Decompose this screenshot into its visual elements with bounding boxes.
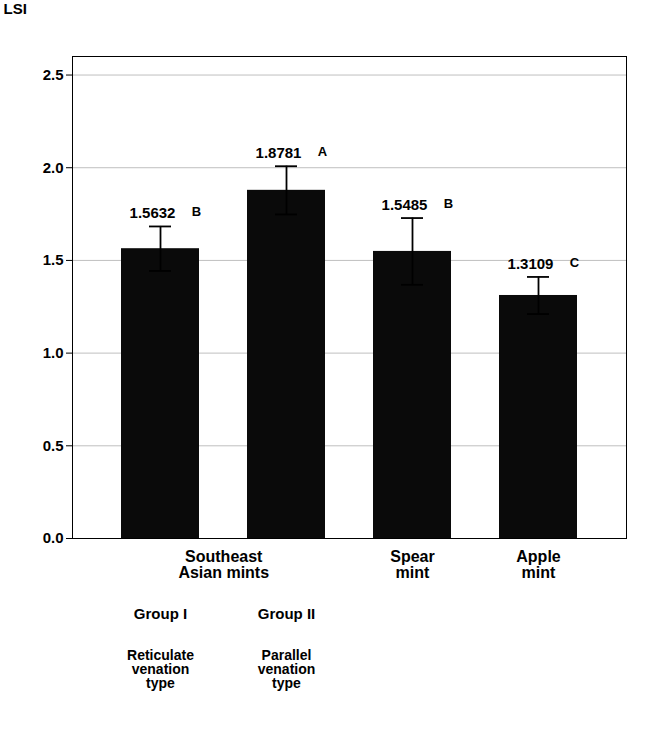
svg-text:2.0: 2.0 [43, 159, 64, 176]
svg-text:Group I: Group I [134, 605, 187, 622]
svg-text:1.5: 1.5 [43, 251, 64, 268]
svg-text:1.5485: 1.5485 [382, 196, 428, 213]
svg-text:Applemint: Applemint [516, 548, 561, 581]
svg-text:A: A [318, 144, 328, 159]
svg-text:1.8781: 1.8781 [256, 144, 302, 161]
svg-text:B: B [444, 196, 453, 211]
svg-text:2.5: 2.5 [43, 66, 64, 83]
svg-text:SoutheastAsian mints: SoutheastAsian mints [178, 548, 269, 581]
svg-text:B: B [192, 204, 201, 219]
svg-text:0.0: 0.0 [43, 529, 64, 546]
svg-text:Spearmint: Spearmint [390, 548, 434, 581]
svg-text:Parallelvenationtype: Parallelvenationtype [258, 647, 316, 691]
svg-text:1.3109: 1.3109 [508, 255, 554, 272]
svg-text:0.5: 0.5 [43, 437, 64, 454]
svg-text:Reticulatevenationtype: Reticulatevenationtype [127, 647, 194, 691]
svg-text:C: C [570, 255, 580, 270]
svg-text:1.0: 1.0 [43, 344, 64, 361]
svg-text:1.5632: 1.5632 [130, 204, 176, 221]
svg-text:Group II: Group II [258, 605, 316, 622]
svg-text:LSI: LSI [4, 0, 27, 17]
